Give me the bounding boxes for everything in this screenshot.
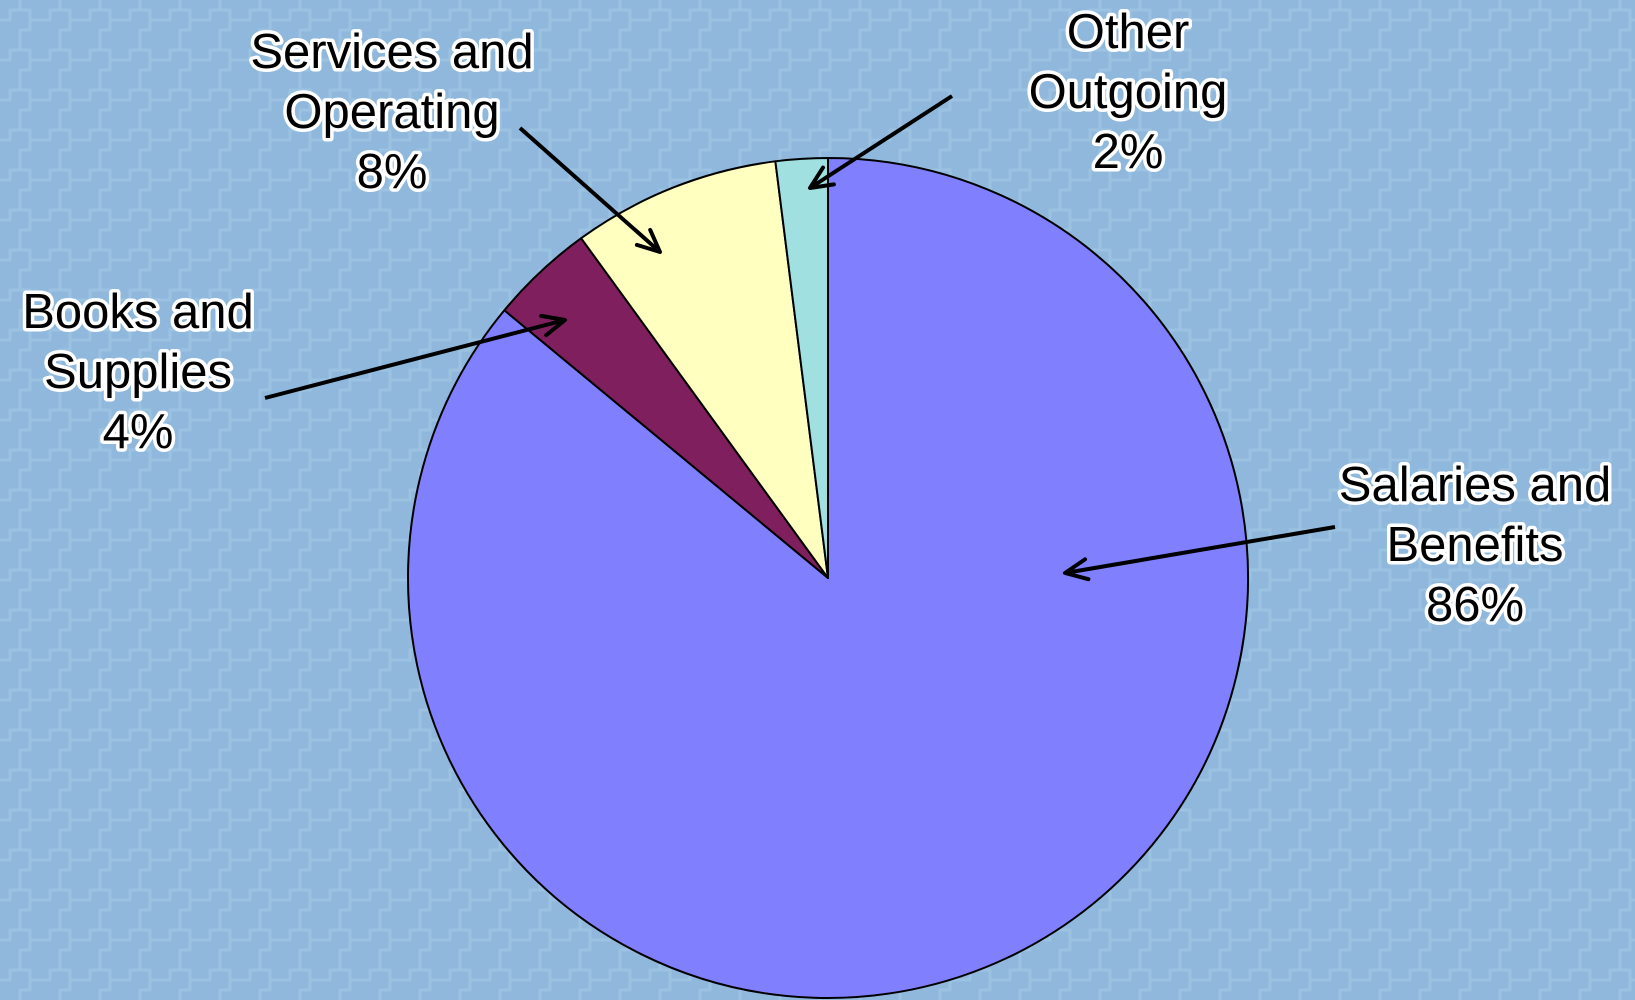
slice-value-label-3: 2% [1093, 125, 1164, 179]
slice-label-0-line-1: Benefits [1386, 518, 1563, 572]
leader-arrow-0 [1063, 557, 1091, 582]
slice-label-1-line-0: Books and [22, 285, 254, 339]
leader-lines [264, 94, 1336, 582]
leader-line-3 [808, 94, 954, 190]
leader-line-1 [264, 318, 566, 400]
pie-slices [406, 157, 1249, 999]
pie-slice-3 [774, 157, 829, 579]
leader-line-0 [1064, 525, 1336, 575]
leader-line-2 [518, 126, 662, 254]
slice-value-label-2: 8% [357, 145, 428, 199]
slice-label-2-line-1: Operating [284, 85, 499, 139]
slice-label-1-line-1: Supplies [44, 345, 232, 399]
slice-label-0-line-0: Salaries and [1339, 458, 1611, 512]
pie-slice-2 [580, 160, 829, 579]
slice-label-3-line-1: Outgoing [1029, 65, 1228, 119]
slice-label-2-line-0: Services and [250, 25, 533, 79]
leader-arrow-1 [539, 313, 567, 338]
leader-arrow-3 [808, 165, 836, 190]
slice-labels: Salaries and Benefits 86% Books and Supplies… [19, 1, 1615, 635]
slice-value-label-1: 4% [103, 405, 174, 459]
slice-value-label-0: 86% [1426, 578, 1524, 632]
leader-arrow-2 [634, 227, 662, 254]
slice-label-3-line-0: Other [1067, 5, 1190, 59]
